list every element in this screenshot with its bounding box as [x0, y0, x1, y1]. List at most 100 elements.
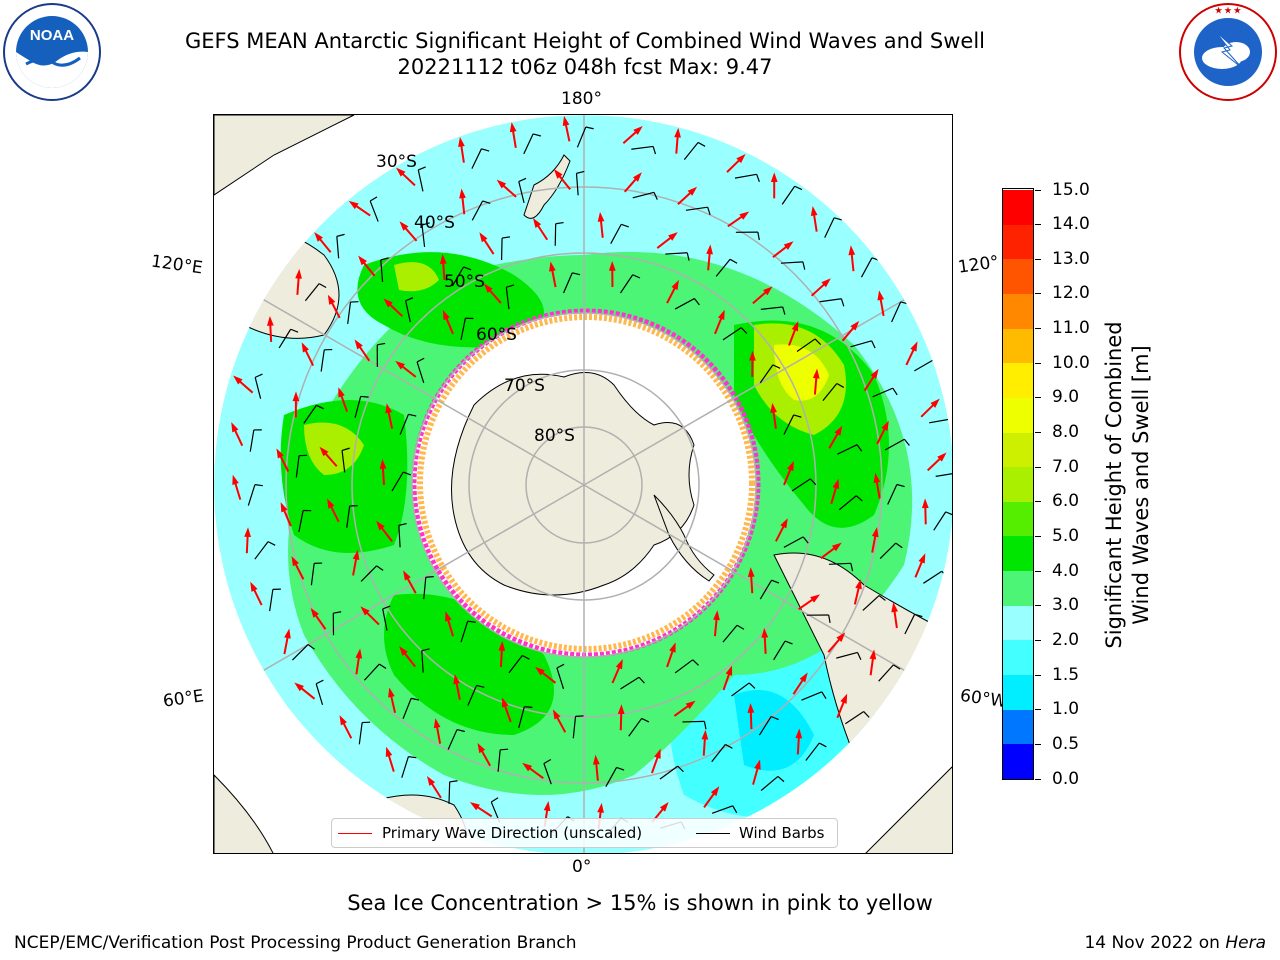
wave-direction-arrow: [477, 742, 491, 767]
wave-direction-arrow: [608, 261, 616, 288]
wave-direction-arrow: [360, 606, 380, 626]
wave-direction-arrow: [395, 360, 417, 378]
colorbar-segment: [1003, 501, 1033, 537]
land-corner-se: [865, 766, 952, 853]
sea-ice-edge-pink: [411, 308, 761, 658]
land-corner-nw: [214, 115, 355, 196]
colorbar-segment: [1003, 224, 1033, 260]
wave-direction-arrow: [783, 460, 794, 486]
colorbar-tick-label: 8.0: [1052, 422, 1080, 443]
wave-direction-arrow: [502, 697, 512, 723]
wind-barb: [828, 562, 854, 572]
wind-barb: [685, 206, 711, 216]
wave-direction-arrow: [301, 342, 315, 367]
wave-direction-arrow: [863, 368, 879, 392]
colorbar-tick-label: 13.0: [1052, 248, 1090, 269]
wind-barb: [341, 447, 350, 473]
colorbar-tick-label: 9.0: [1052, 387, 1080, 408]
wind-barb: [363, 663, 387, 681]
colorbar-segment: [1003, 362, 1033, 398]
wind-barb: [421, 648, 430, 673]
wave-direction-arrow: [869, 649, 877, 676]
wave-zone-high-north: [394, 262, 439, 292]
colorbar-segment: [1003, 570, 1033, 606]
wave-direction-arrow: [921, 498, 929, 525]
colorbar-tick: [1035, 743, 1041, 745]
lon-label-120w: 120°: [956, 252, 1001, 278]
wind-barb: [421, 222, 430, 247]
wave-direction-arrow: [348, 200, 371, 217]
lat-label-30s: 30°S: [376, 152, 417, 172]
wave-direction-arrow: [792, 672, 808, 695]
wave-direction-arrow: [827, 632, 846, 653]
wind-barb: [878, 664, 901, 682]
wave-direction-arrow: [761, 627, 769, 654]
wind-barb: [554, 221, 564, 246]
lat-label-70s: 70°S: [504, 376, 545, 396]
wave-direction-arrow: [848, 245, 856, 272]
colorbar-tick-label: 15.0: [1052, 179, 1090, 200]
wave-direction-arrow: [442, 309, 454, 335]
colorbar-tick: [1035, 362, 1041, 364]
colorbar-title-line1: Significant Height of Combined: [1102, 321, 1126, 649]
wind-barb: [711, 805, 738, 814]
footer-date-text: 14 Nov 2022 on: [1084, 933, 1226, 953]
wind-barb: [845, 711, 870, 725]
legend: Primary Wave Direction (unscaled) Wind B…: [331, 818, 838, 848]
wind-barb: [836, 651, 862, 660]
wind-barb: [773, 640, 793, 661]
wind-barb: [760, 775, 785, 792]
wave-direction-arrow: [873, 472, 881, 499]
wave-direction-arrow: [666, 279, 679, 304]
svg-text:★ ★ ★: ★ ★ ★: [1215, 6, 1242, 15]
colorbar-tick-label: 12.0: [1052, 283, 1090, 304]
lon-label-60w: 60°W: [958, 685, 1009, 713]
map-panel: 30°S 40°S 50°S 60°S 70°S 80°S: [213, 114, 953, 854]
wind-barb: [254, 541, 276, 560]
colorbar-segment: [1003, 466, 1033, 502]
wave-direction-arrow: [280, 502, 292, 527]
colorbar-tick-label: 14.0: [1052, 214, 1090, 235]
wind-barb: [632, 191, 658, 200]
colorbar-segment: [1003, 189, 1033, 225]
wind-barb: [735, 231, 760, 241]
wave-direction-arrow: [775, 518, 788, 542]
wind-barb: [715, 258, 738, 277]
wave-direction-arrow: [509, 122, 517, 148]
wave-direction-arrow: [770, 172, 778, 199]
wave-direction-arrow: [383, 298, 404, 317]
wind-barb: [358, 721, 371, 745]
colorbar-segment: [1003, 709, 1033, 745]
wind-barb: [674, 298, 700, 310]
wind-barb: [850, 340, 876, 349]
wave-direction-arrow: [871, 527, 879, 553]
wave-direction-arrow: [714, 309, 725, 335]
wind-barb: [497, 748, 509, 772]
wind-barb: [467, 684, 485, 706]
wave-direction-arrow: [549, 261, 557, 288]
wave-direction-arrow: [836, 693, 848, 719]
wave-direction-arrow: [496, 179, 517, 198]
legend-wave-label: Primary Wave Direction (unscaled): [382, 824, 643, 842]
wind-barb: [734, 173, 760, 183]
wave-direction-arrow: [770, 402, 777, 429]
wave-direction-arrow: [283, 628, 291, 655]
footer-credit: NCEP/EMC/Verification Post Processing Pr…: [14, 933, 577, 953]
wind-barb: [347, 301, 359, 324]
colorbar-tick: [1035, 535, 1041, 537]
wind-barb: [402, 697, 420, 720]
wind-barb: [382, 605, 391, 631]
colorbar-segment: [1003, 432, 1033, 468]
wave-direction-arrow: [706, 244, 713, 271]
wave-direction-arrow: [295, 268, 302, 295]
wind-barb: [556, 663, 565, 690]
colorbar-tick: [1035, 328, 1041, 330]
wind-barb: [471, 200, 491, 221]
land-corner-sw: [214, 774, 274, 853]
wind-barb: [315, 679, 324, 706]
wave-direction-arrow: [562, 115, 571, 142]
wind-barb: [269, 588, 281, 612]
wind-barb: [505, 284, 515, 310]
colorbar-tick: [1035, 778, 1041, 780]
wind-barb: [665, 252, 690, 261]
